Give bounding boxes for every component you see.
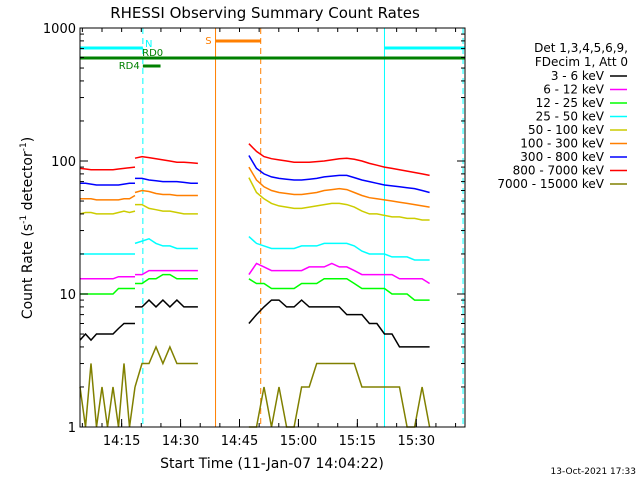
y-axis-ticks: 1000 100 10 1 xyxy=(43,22,465,436)
series-line-7-segment-0 xyxy=(79,166,136,171)
x-axis-ticks: 14:15 14:30 14:45 15:00 15:15 15:30 xyxy=(81,28,457,449)
x-tick-label: 14:15 xyxy=(103,434,140,449)
y-tick-label: 1000 xyxy=(43,22,76,37)
legend-item-label: 6 - 12 keV xyxy=(543,83,605,97)
series-line-4-segment-1 xyxy=(135,203,198,215)
legend-item-label: 300 - 800 keV xyxy=(520,150,604,164)
x-tick-label: 15:00 xyxy=(280,434,317,449)
series-5 xyxy=(80,166,430,208)
series-line-6-segment-1 xyxy=(135,177,198,185)
footer-date: 13-Oct-2021 17:33 xyxy=(551,467,636,477)
legend-header-1: Det 1,3,4,5,6,9, xyxy=(534,41,628,55)
legend-item-label: 7000 - 15000 keV xyxy=(497,177,604,191)
legend-item-label: 3 - 6 keV xyxy=(551,69,605,83)
legend-item-label: 12 - 25 keV xyxy=(536,96,605,110)
series-line-8-segment-2 xyxy=(248,362,431,428)
flag-label-s: S xyxy=(205,36,211,47)
series-6 xyxy=(80,155,430,194)
plot-frame xyxy=(79,27,466,428)
legend: Det 1,3,4,5,6,9, FDecim 1, Att 0 3 - 6 k… xyxy=(497,41,628,191)
series-7 xyxy=(79,143,430,177)
x-tick-label: 14:30 xyxy=(162,434,199,449)
y-tick-label: 100 xyxy=(51,155,76,170)
series-line-8-segment-1 xyxy=(134,344,198,388)
series-line-5-segment-2 xyxy=(248,166,430,208)
series-line-1-segment-0 xyxy=(80,275,135,280)
series-2 xyxy=(80,273,430,301)
y-axis-label-end: ) xyxy=(20,137,36,142)
series-1 xyxy=(80,262,430,285)
series-line-0-segment-1 xyxy=(135,299,198,308)
series-0 xyxy=(79,299,430,348)
series-line-2-segment-1 xyxy=(135,273,198,285)
series-line-4-segment-0 xyxy=(79,210,136,215)
y-axis-label-main: Count Rate (s xyxy=(20,224,36,319)
series-line-1-segment-1 xyxy=(135,269,198,276)
legend-header-2: FDecim 1, Att 0 xyxy=(535,55,628,69)
x-tick-label: 15:30 xyxy=(398,434,435,449)
flag-label-rd4: RD4 xyxy=(119,61,140,72)
series-line-4-segment-2 xyxy=(248,177,430,221)
legend-item-label: 25 - 50 keV xyxy=(536,110,605,124)
x-tick-label: 14:45 xyxy=(221,434,258,449)
series-line-6-segment-0 xyxy=(80,182,135,186)
series-line-5-segment-0 xyxy=(80,194,136,201)
y-axis-label-sup1: -1 xyxy=(19,215,29,224)
y-axis-label: Count Rate (s-1 detector-1) xyxy=(19,137,36,319)
series-line-0-segment-0 xyxy=(79,322,135,342)
y-axis-label-sup2: -1 xyxy=(19,142,29,151)
legend-item-label: 50 - 100 keV xyxy=(528,123,605,137)
series-line-7-segment-2 xyxy=(248,143,430,177)
series-line-2-segment-2 xyxy=(248,278,430,301)
series-3 xyxy=(80,236,430,261)
series-line-3-segment-2 xyxy=(248,236,430,261)
series-line-7-segment-1 xyxy=(134,155,198,165)
series-line-2-segment-0 xyxy=(80,287,135,295)
y-tick-label: 1 xyxy=(68,421,76,436)
x-tick-label: 15:15 xyxy=(339,434,376,449)
series-line-6-segment-2 xyxy=(248,155,430,194)
x-axis-label: Start Time (11-Jan-07 14:04:22) xyxy=(160,456,384,472)
series-4 xyxy=(79,177,430,221)
flag-label-rd0: RD0 xyxy=(142,48,163,59)
chart-title: RHESSI Observing Summary Count Rates xyxy=(110,4,420,22)
legend-item-label: 800 - 7000 keV xyxy=(513,164,605,178)
series-line-5-segment-1 xyxy=(134,189,198,197)
flag-label-n: N xyxy=(145,39,152,50)
series-line-0-segment-2 xyxy=(248,299,430,348)
series-line-1-segment-2 xyxy=(248,262,430,285)
series-line-3-segment-1 xyxy=(134,237,198,250)
y-axis-label-mid: detector xyxy=(20,151,36,215)
legend-item-label: 100 - 300 keV xyxy=(520,137,604,151)
y-tick-label: 10 xyxy=(59,288,76,303)
